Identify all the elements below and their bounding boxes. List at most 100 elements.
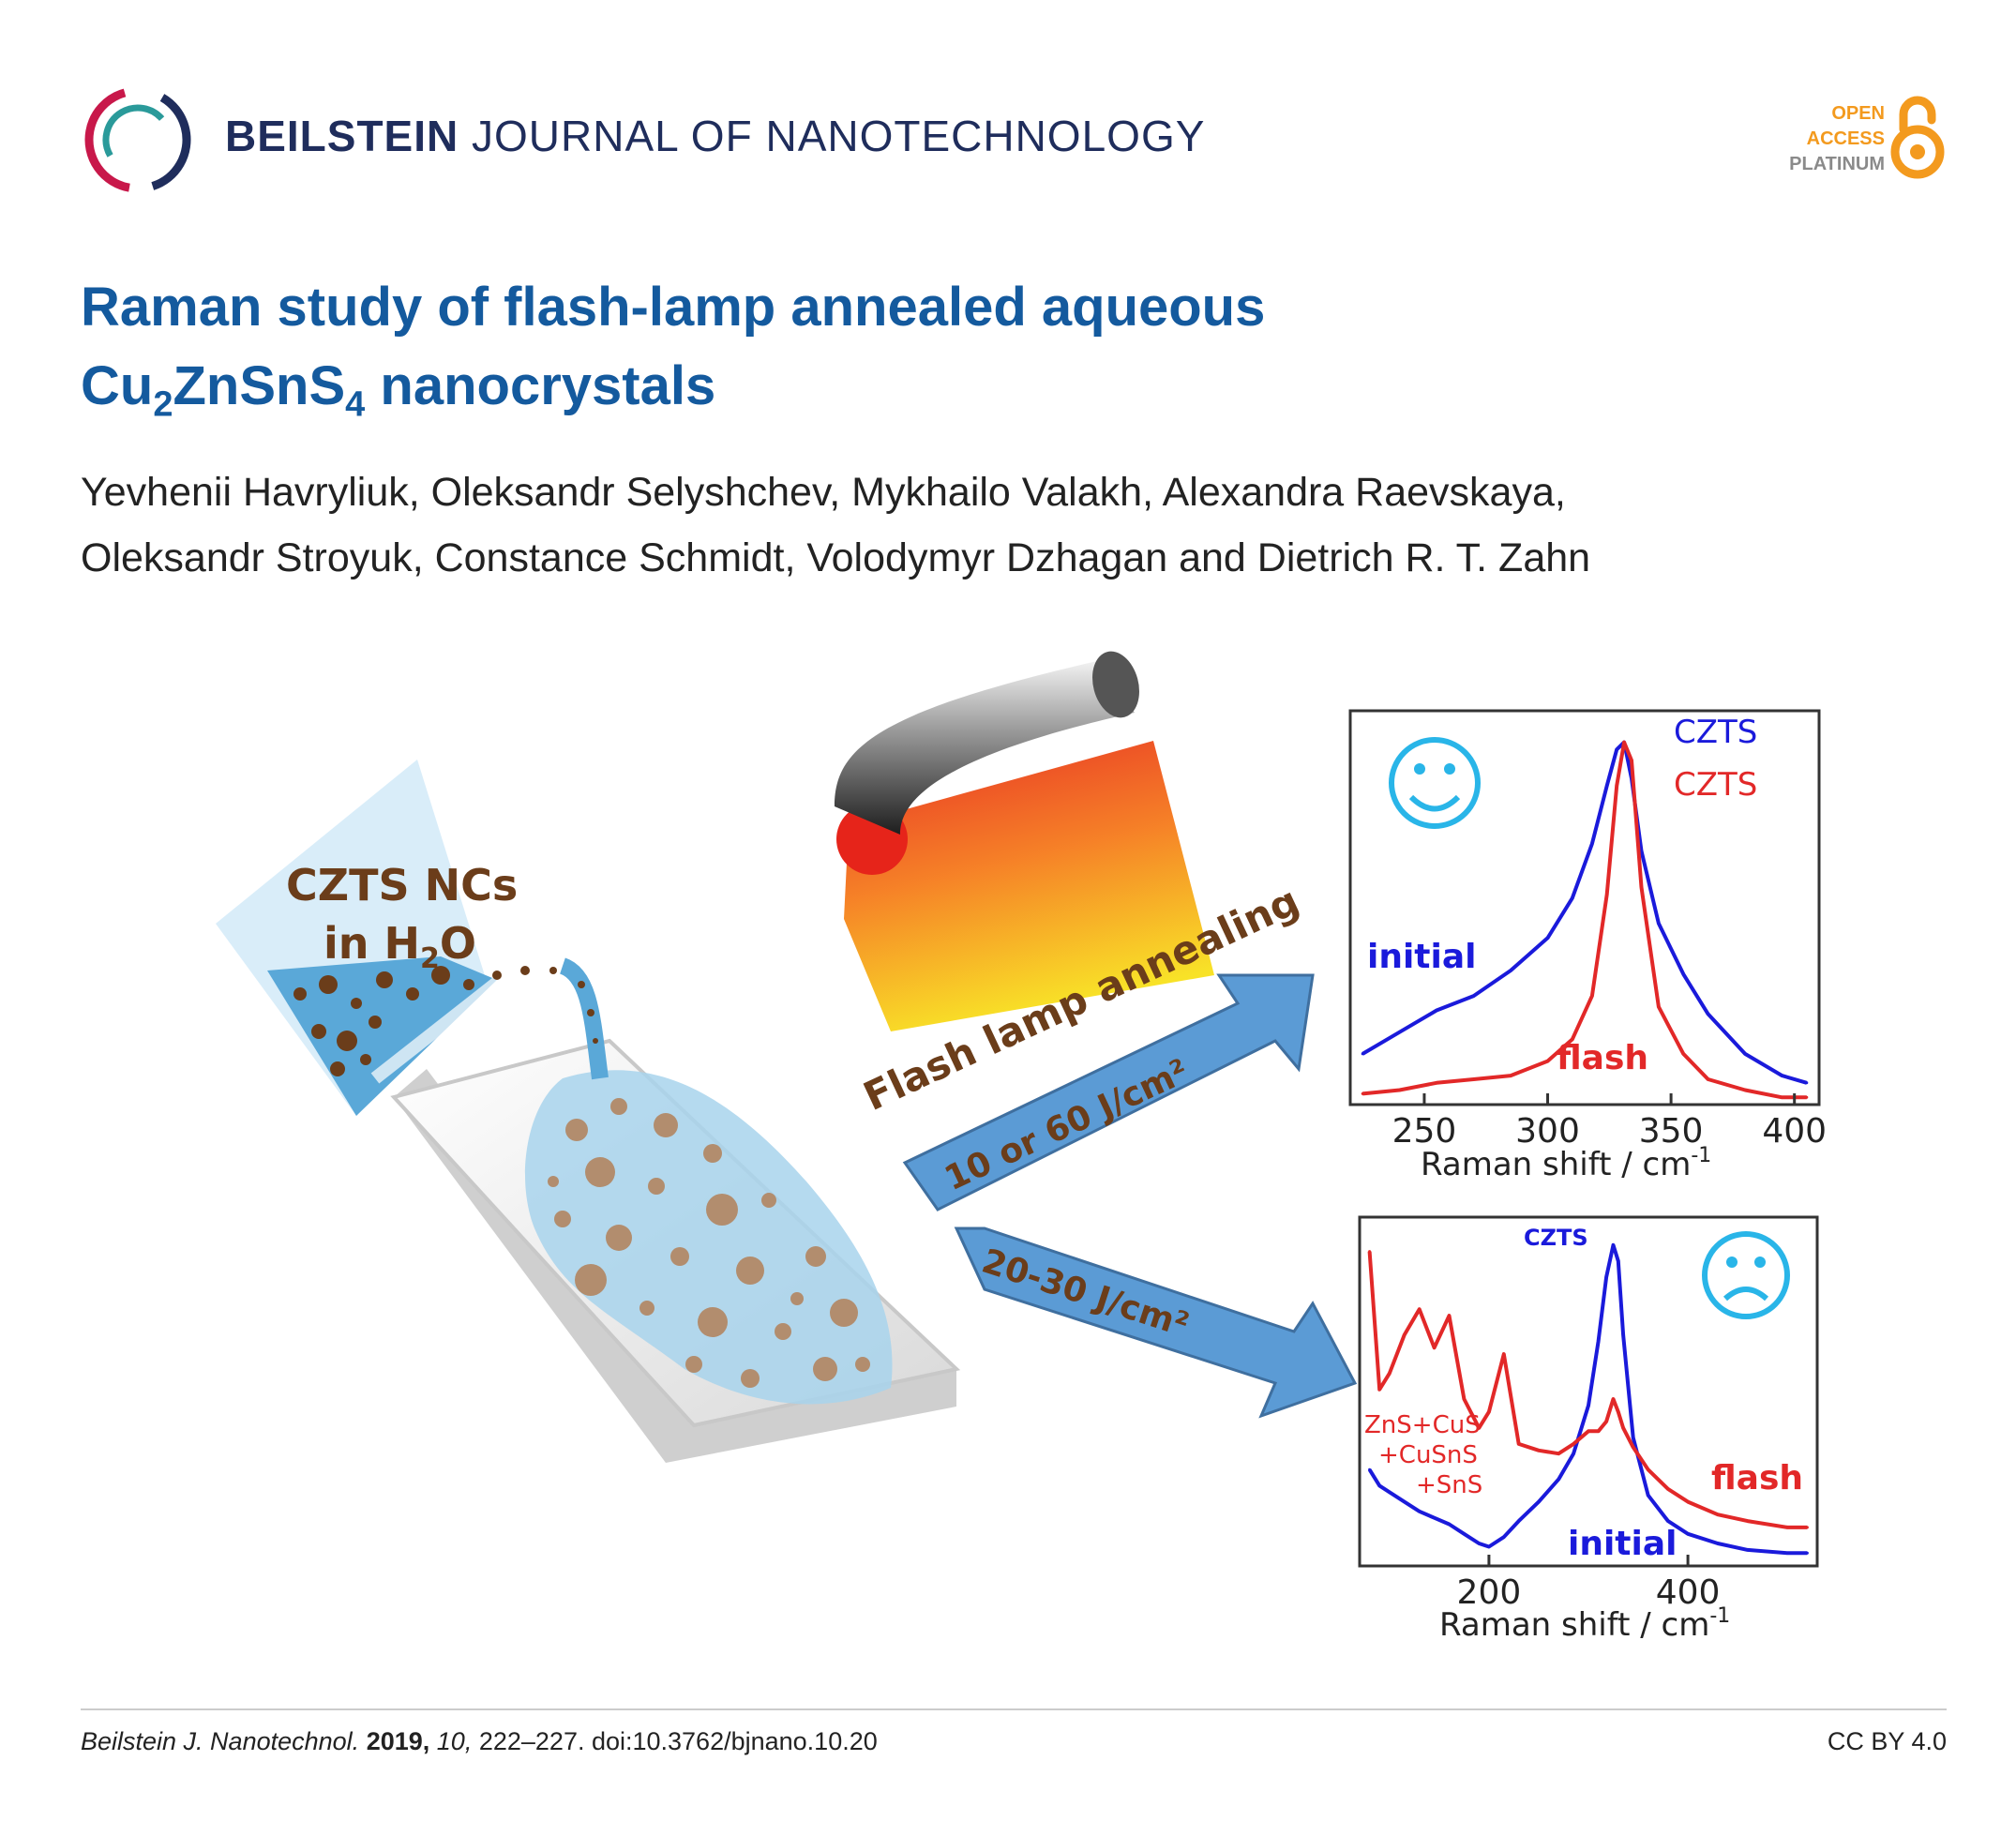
chart2-xlabel-sup: -1 [1709,1604,1730,1628]
chart1-flash-point [1435,1081,1438,1085]
chart2-initial-point [1617,1259,1620,1263]
flash-lamp-icon [835,651,1214,1031]
chart2-flash-point [1403,1333,1407,1337]
chart1-flash-point [1615,784,1618,788]
chart1-initial-point [1435,1009,1438,1012]
chart2-flash-point [1368,1250,1372,1254]
citation: Beilstein J. Nanotechnol. 2019, 10, 222–… [81,1727,878,1756]
chart2-initial-point [1462,1532,1466,1536]
chart2-tick-label: 200 [1457,1573,1522,1612]
chart2-initial-point [1418,1510,1422,1513]
chart1-initial-point [1571,896,1574,900]
chart1-annotation-initial: initial [1367,938,1477,976]
chart2-initial-point [1368,1467,1372,1471]
chart1-initial-point [1361,1052,1364,1056]
open-access-badge: OPEN ACCESS PLATINUM [1763,101,1885,177]
journal-name-bold: BEILSTEIN [225,112,459,160]
chart2-flash-point [1621,1426,1625,1430]
chart1-initial-point [1472,994,1476,998]
arrow-top-label: 10 or 60 J/cm² [939,1052,1194,1198]
chart1-annotation-czts-blue: CZTS [1674,714,1757,751]
chart2-flash-point [1477,1426,1481,1430]
chart1-flash-point [1805,1095,1809,1099]
citation-pages-doi: 222–227. doi:10.3762/bjnano.10.20 [478,1727,878,1755]
chart2-flash-point [1632,1445,1635,1449]
chart2-initial-point [1433,1516,1437,1520]
chart1-flash-point [1707,1077,1710,1081]
chart1-flash-point [1605,893,1609,896]
chart1-xlabel-text: Raman shift / cm [1421,1146,1691,1183]
chart2-initial-point [1388,1490,1392,1494]
chart1-flash-point [1571,1037,1574,1041]
chart1-annotation-czts-red: CZTS [1674,766,1757,804]
citation-year: 2019, [366,1727,430,1755]
chart1-tick-label: 400 [1762,1112,1827,1151]
chart1-initial-point [1398,1031,1402,1034]
chart1-flash-point [1509,1074,1512,1077]
chart1-initial-point [1546,936,1549,940]
chart2-frame [1358,1215,1819,1568]
chart2-flash-point [1388,1372,1392,1376]
happy-face-icon [1389,737,1481,829]
chart1-flash-point [1622,741,1626,745]
chart2-initial-point [1377,1483,1381,1487]
chart1-initial-point [1781,1074,1783,1077]
chart2-flash-point [1377,1388,1381,1392]
chart2-annotation-zns-cus: ZnS+CuS [1364,1411,1481,1439]
chart2-flash-point [1433,1346,1437,1349]
chart2-initial-point [1746,1548,1750,1552]
chart2-annotation-cusns: +CuSnS [1378,1441,1478,1469]
beaker-label-2: in H2O [323,918,476,975]
chart1-tick-label: 300 [1515,1112,1580,1151]
chart1-initial-point [1640,850,1643,852]
chart2-initial-point [1537,1500,1541,1504]
oa-line-access: ACCESS [1806,128,1885,149]
chart1-flash-point [1640,885,1643,889]
chart2-initial-point [1572,1452,1575,1455]
chart2-flash-point [1686,1500,1690,1504]
license: CC BY 4.0 [1827,1727,1947,1755]
beaker-label-1: CZTS NCs [286,860,518,910]
chart1-initial-point [1605,784,1609,788]
chart2-initial-point [1604,1275,1608,1279]
oa-line-platinum: PLATINUM [1789,154,1885,174]
title-line-2: Cu2ZnSnS4 nanocrystals [81,347,1909,444]
chart1-initial-point [1657,922,1661,926]
chart2-initial-point [1612,1243,1615,1247]
chart2-initial-point [1716,1542,1720,1545]
citation-journal: Beilstein J. Nanotechnol. [81,1727,360,1755]
chart2-initial-point [1621,1333,1625,1337]
chart2-initial-point [1587,1404,1590,1407]
nanocrystal-film [525,1070,893,1405]
beaker-label-sub: 2 [420,942,440,975]
chart2-initial-point [1632,1436,1635,1439]
chart2-flash-point [1716,1512,1720,1516]
chart2-flash-point [1462,1397,1466,1401]
chart1-flash-point [1546,1060,1549,1063]
chart1-tick-label: 350 [1639,1112,1704,1151]
chart1-initial-point [1707,1012,1710,1016]
chart1-flash-point [1630,759,1633,762]
journal-name: BEILSTEIN JOURNAL OF NANOTECHNOLOGY [225,111,1205,161]
chart2-annotation-flash: flash [1711,1459,1803,1497]
chart2-flash-point [1502,1352,1506,1356]
chart1-flash-point [1361,1091,1364,1095]
chart2-initial-point [1403,1500,1407,1504]
chart2-flash-point [1537,1449,1541,1452]
chart1-tick-label: 250 [1392,1112,1457,1151]
chart1-flash-point [1398,1089,1402,1091]
chart2-flash-point [1572,1442,1575,1446]
chart1-xlabel-sup: -1 [1691,1144,1711,1167]
chart2-flash-point [1557,1452,1560,1455]
title-nanocrystals: nanocrystals [365,355,716,416]
chart1-flash-point [1681,1052,1685,1056]
chart1-initial-point [1615,747,1618,751]
chart2-flash-point [1617,1410,1620,1414]
chart2-initial-point [1557,1478,1560,1482]
chart2-initial-point [1597,1339,1601,1343]
chart2-flash-point [1487,1410,1491,1414]
chart1-initial-point [1805,1081,1809,1085]
chart2-flash-point [1418,1307,1422,1311]
title-sub-2: 2 [153,384,173,425]
